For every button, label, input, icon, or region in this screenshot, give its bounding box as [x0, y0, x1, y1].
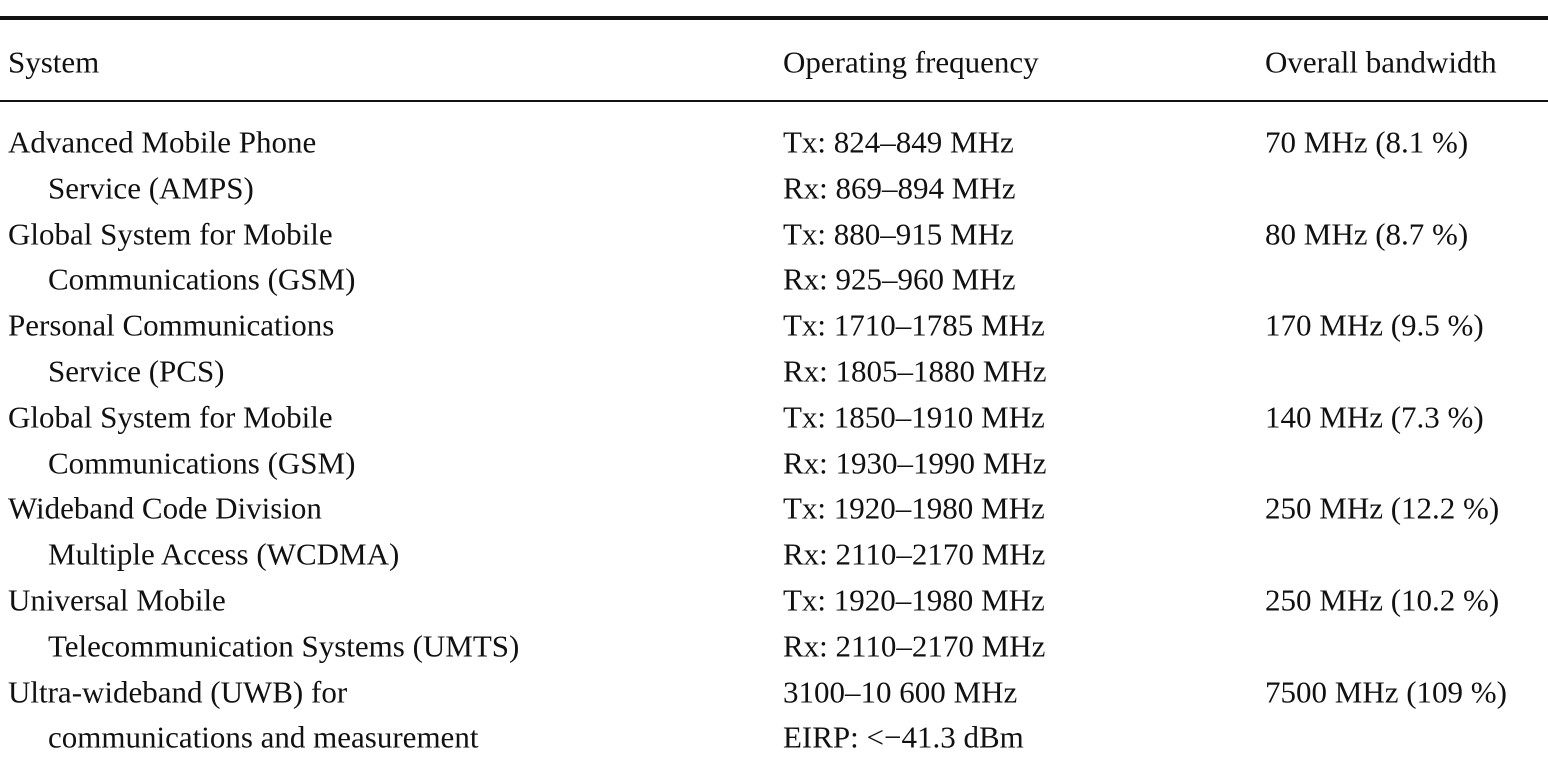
system-cell: Telecommunication Systems (UMTS) [48, 628, 520, 664]
frequency-cell: Rx: 2110–2170 MHz [783, 628, 1046, 664]
frequency-cell: EIRP: <−41.3 dBm [783, 719, 1024, 755]
frequency-cell: Tx: 880–915 MHz [783, 216, 1014, 252]
system-cell: Ultra-wideband (UWB) for [8, 674, 348, 710]
frequency-cell: Rx: 1805–1880 MHz [783, 353, 1047, 389]
bandwidth-cell: 140 MHz (7.3 %) [1265, 399, 1484, 435]
frequency-cell: Rx: 925–960 MHz [783, 261, 1016, 297]
system-cell: Global System for Mobile [8, 216, 333, 252]
bandwidth-cell: 170 MHz (9.5 %) [1265, 307, 1484, 343]
system-cell: Wideband Code Division [8, 490, 322, 526]
bandwidth-cell: 70 MHz (8.1 %) [1265, 124, 1469, 160]
frequency-cell: Tx: 824–849 MHz [783, 124, 1014, 160]
system-cell: Universal Mobile [8, 582, 226, 618]
frequency-cell: Rx: 1930–1990 MHz [783, 445, 1047, 481]
bandwidth-cell: 7500 MHz (109 %) [1265, 674, 1507, 710]
bandwidth-cell: 80 MHz (8.7 %) [1265, 216, 1469, 252]
top-rule [0, 16, 1548, 20]
system-cell: communications and measurement [48, 719, 479, 755]
system-cell: Communications (GSM) [48, 261, 356, 297]
system-cell: Communications (GSM) [48, 445, 356, 481]
system-cell: Service (AMPS) [48, 170, 254, 206]
frequency-cell: Tx: 1920–1980 MHz [783, 490, 1045, 526]
frequency-cell: Tx: 1920–1980 MHz [783, 582, 1045, 618]
header-cell: Operating frequency [783, 44, 1039, 80]
system-cell: Global System for Mobile [8, 399, 333, 435]
header-rule [0, 100, 1548, 102]
bandwidth-cell: 250 MHz (12.2 %) [1265, 490, 1500, 526]
header-cell: System [8, 44, 100, 80]
system-cell: Service (PCS) [48, 353, 225, 389]
bandwidth-cell: 250 MHz (10.2 %) [1265, 582, 1500, 618]
system-cell: Multiple Access (WCDMA) [48, 536, 400, 572]
system-cell: Advanced Mobile Phone [8, 124, 317, 160]
header-cell: Overall bandwidth [1265, 44, 1497, 80]
frequency-cell: Rx: 2110–2170 MHz [783, 536, 1046, 572]
frequency-cell: Tx: 1710–1785 MHz [783, 307, 1045, 343]
frequency-cell: Rx: 869–894 MHz [783, 170, 1016, 206]
frequency-cell: 3100–10 600 MHz [783, 674, 1018, 710]
system-cell: Personal Communications [8, 307, 335, 343]
frequency-cell: Tx: 1850–1910 MHz [783, 399, 1045, 435]
